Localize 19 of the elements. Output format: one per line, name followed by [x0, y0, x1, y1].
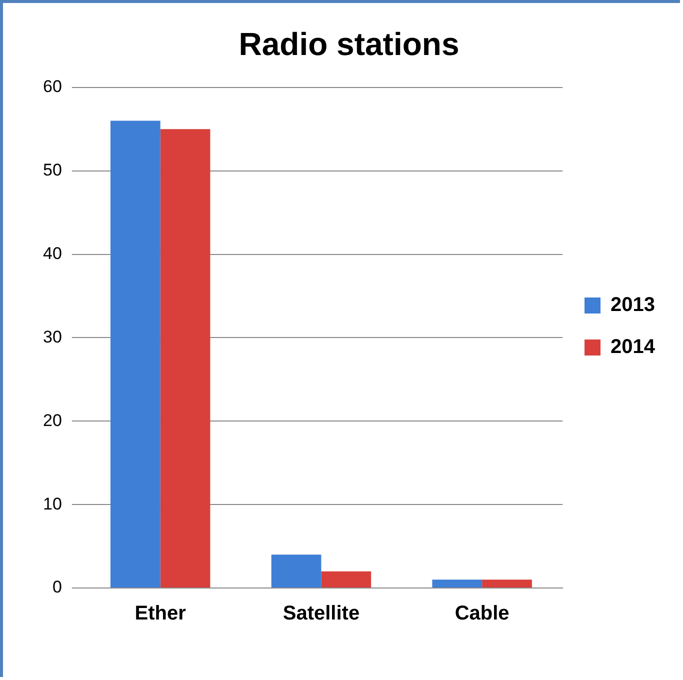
bar [271, 554, 322, 588]
y-tick-label: 50 [42, 160, 62, 180]
y-tick-label: 30 [42, 327, 62, 346]
x-tick-label: Ether [134, 602, 186, 625]
y-tick-label: 40 [42, 244, 62, 263]
legend-label: 2014 [610, 336, 656, 358]
y-tick-label: 60 [42, 77, 62, 96]
y-tick-label: 0 [52, 578, 62, 597]
x-tick-label: Satellite [282, 602, 360, 625]
bar [110, 120, 160, 588]
bar [321, 571, 372, 588]
chart-title: Radio stations [238, 26, 460, 62]
bar [482, 580, 532, 588]
x-tick-label: Cable [454, 602, 510, 625]
y-tick-label: 10 [42, 494, 62, 514]
bar [432, 580, 482, 588]
legend-label: 2013 [610, 294, 656, 316]
y-tick-label: 20 [42, 410, 62, 430]
bar [160, 129, 210, 588]
